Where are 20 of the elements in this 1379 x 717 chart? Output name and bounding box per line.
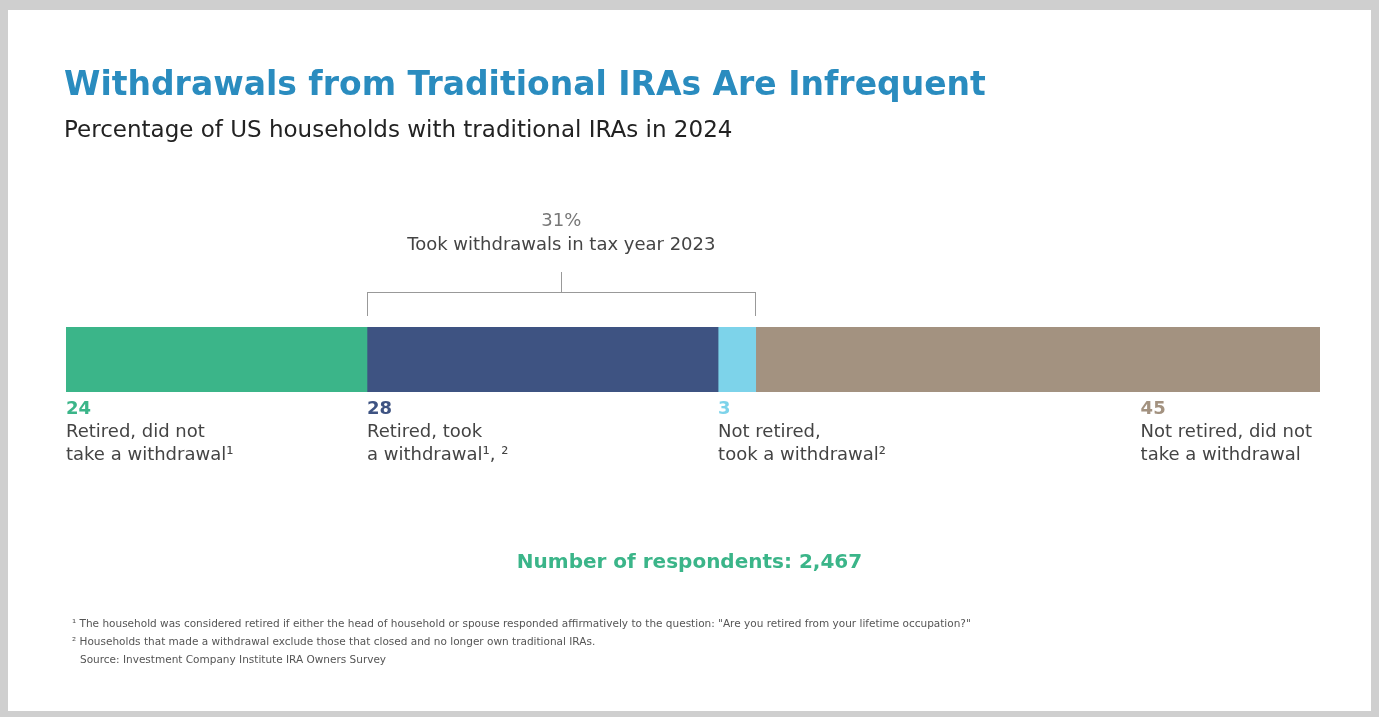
series-label: Not retired, took a withdrawal² — [718, 420, 887, 464]
chart-title: Withdrawals from Traditional IRAs Are Infrequent — [64, 64, 986, 103]
source-note: Source: Investment Company Institute IRA Owners Survey — [79, 652, 388, 667]
data-label: 24 — [66, 397, 92, 418]
data-label: 45 — [1140, 397, 1166, 418]
bar — [66, 327, 368, 392]
bar — [366, 327, 719, 392]
text: Took withdrawals in tax year 2023 — [406, 233, 716, 254]
bar — [755, 327, 1320, 392]
data-label: 3 — [718, 397, 731, 418]
data-label: 28 — [366, 397, 393, 418]
chart-subtitle: Percentage of US households with traditional IRAs in 2024 — [64, 116, 733, 142]
text: Number of respondents: 2,467 — [515, 549, 864, 573]
series-label: Retired, did not take a withdrawal¹ — [66, 420, 234, 464]
series-label: Retired, took a withdrawal¹, ² — [366, 420, 509, 464]
text: 31% — [541, 209, 582, 230]
text: ¹ The household was considered retired if either the head of household or spouse responded affirmatively to the question: "Are you retired from your lifetime occupation?" — [72, 616, 971, 631]
series-label: Not retired, did not take a withdrawal — [1140, 420, 1313, 464]
text: ² Households that made a withdrawal exclude those that closed and no longer own traditional IRAs. — [72, 634, 597, 649]
bar — [717, 327, 757, 392]
